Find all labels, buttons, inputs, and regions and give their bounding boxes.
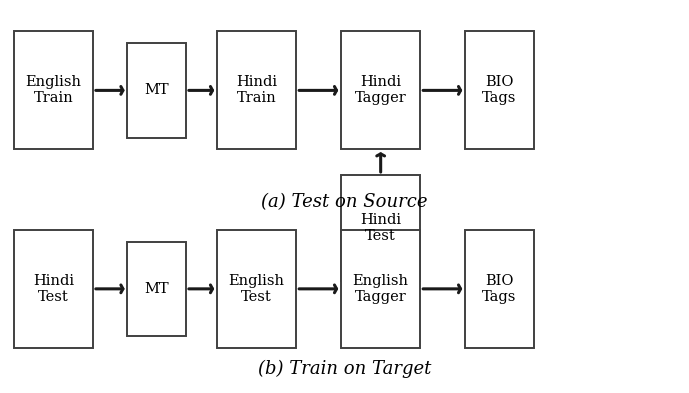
FancyBboxPatch shape — [465, 31, 534, 149]
Text: BIO
Tags: BIO Tags — [482, 274, 517, 304]
Text: English
Train: English Train — [25, 75, 81, 105]
FancyBboxPatch shape — [14, 230, 93, 348]
Text: (a) Test on Source: (a) Test on Source — [261, 193, 428, 211]
FancyBboxPatch shape — [127, 242, 186, 336]
Text: (b) Train on Target: (b) Train on Target — [258, 360, 431, 378]
Text: BIO
Tags: BIO Tags — [482, 75, 517, 105]
Text: Hindi
Train: Hindi Train — [236, 75, 277, 105]
FancyBboxPatch shape — [14, 31, 93, 149]
FancyBboxPatch shape — [341, 175, 420, 281]
Text: MT: MT — [145, 282, 169, 296]
Text: Hindi
Test: Hindi Test — [360, 213, 401, 243]
FancyBboxPatch shape — [341, 230, 420, 348]
FancyBboxPatch shape — [465, 230, 534, 348]
FancyBboxPatch shape — [127, 43, 186, 138]
FancyBboxPatch shape — [217, 230, 296, 348]
FancyBboxPatch shape — [341, 31, 420, 149]
Text: English
Test: English Test — [229, 274, 285, 304]
Text: Hindi
Tagger: Hindi Tagger — [355, 75, 407, 105]
Text: MT: MT — [145, 83, 169, 97]
FancyBboxPatch shape — [217, 31, 296, 149]
Text: English
Tagger: English Tagger — [353, 274, 409, 304]
Text: Hindi
Test: Hindi Test — [33, 274, 74, 304]
